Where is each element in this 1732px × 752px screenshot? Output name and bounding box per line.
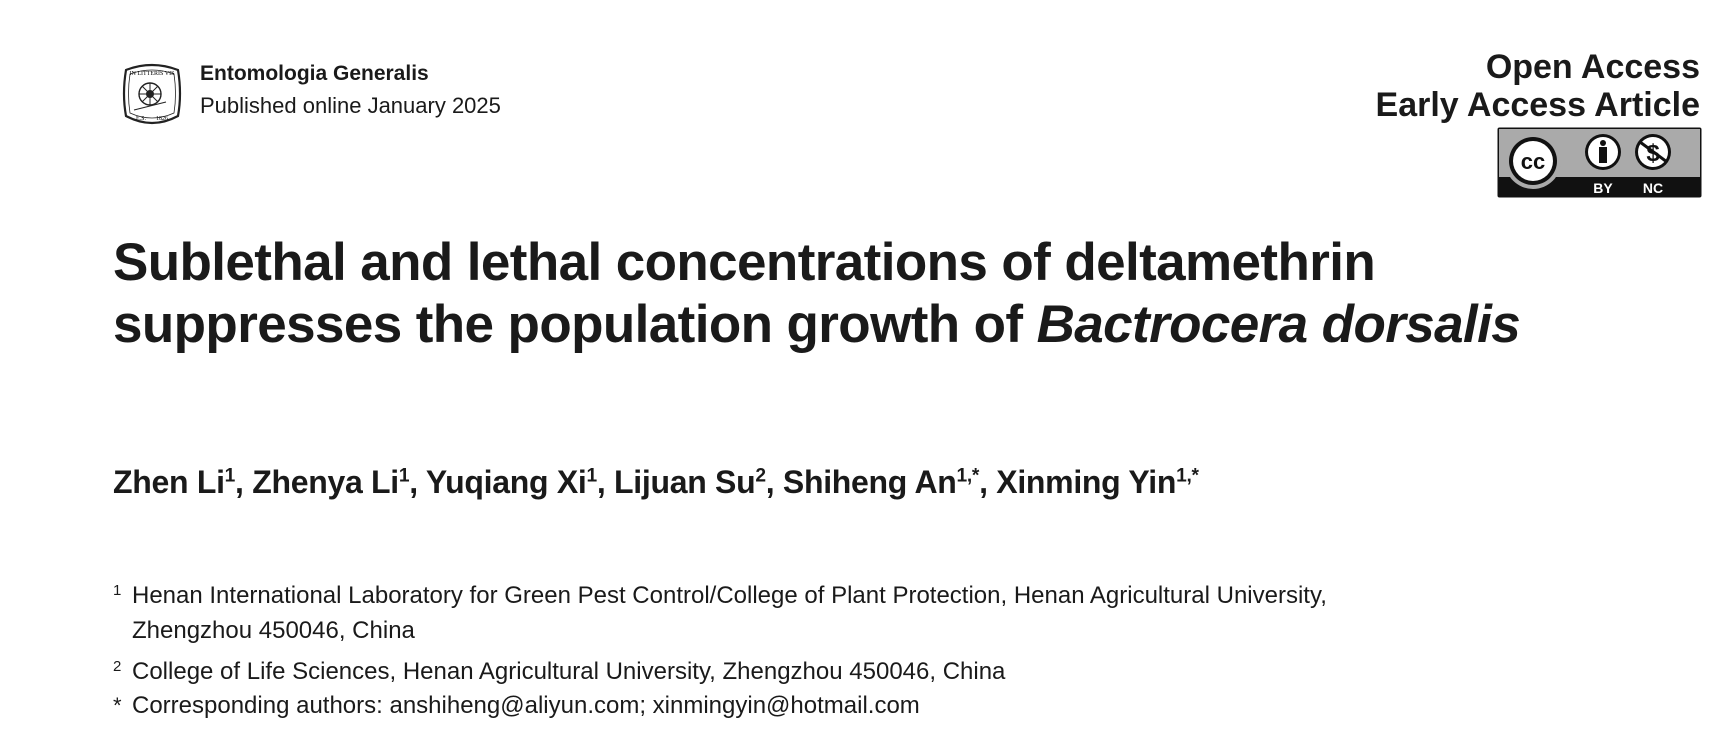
early-access-label: Early Access Article [1375,86,1700,124]
author-name: Shiheng An [782,464,957,500]
author-separator: , [765,464,783,500]
by-label: BY [1593,180,1613,196]
affiliation-mark: 2 [113,658,122,675]
author-list: Zhen Li1, Zhenya Li1, Yuqiang Xi1, Lijua… [113,462,1199,502]
affiliation-1: 1 Henan International Laboratory for Gree… [113,576,1327,651]
logo-text: E.S. [136,116,147,122]
author-separator: , [979,464,997,500]
author-affiliation-mark: 1 [586,465,597,487]
article-title: Sublethal and lethal concentrations of d… [113,232,1521,356]
affiliation-mark: 1 [113,582,122,599]
affiliation-mark: * [113,693,122,718]
title-line-1: Sublethal and lethal concentrations of d… [113,233,1376,292]
corresponding-text: Corresponding authors: anshiheng@aliyun.… [132,692,920,719]
author-affiliation-mark: 1,* [956,465,980,487]
nc-label: NC [1643,180,1663,196]
cc-text: cc [1521,149,1545,174]
cc-by-nc-icon: cc $ BY NC [1497,127,1702,198]
author-name: Xinming Yin [996,464,1177,500]
journal-name: Entomologia Generalis [200,62,429,85]
logo-text: 1826 [156,116,168,122]
affiliation-text: College of Life Sciences, Henan Agricult… [132,658,1006,685]
author-name: Zhenya Li [252,464,399,500]
author-affiliation-mark: 2 [755,465,766,487]
author-affiliation-mark: 1 [398,465,410,487]
journal-logo-seal: IN LITTERIS VIS E.S. 1826 [122,63,182,125]
open-access-label: Open Access [1485,48,1700,86]
corresponding-authors: * Corresponding authors: anshiheng@aliyun… [113,691,920,721]
species-name: Bactrocera dorsalis [1036,295,1521,354]
affiliation-text: Henan International Laboratory for Green… [132,582,1327,609]
author-name: Lijuan Su [614,464,756,500]
author-separator: , [409,464,426,500]
author-separator: , [596,464,615,500]
title-line-2: suppresses the population growth of [113,295,1037,354]
author-name: Zhen Li [113,464,225,500]
author-affiliation-mark: 1 [224,465,236,487]
author-separator: , [235,464,253,500]
logo-text: IN LITTERIS VIS [130,71,175,77]
author-affiliation-mark: 1,* [1176,465,1199,487]
publication-date: Published online January 2025 [200,93,501,118]
author-name: Yuqiang Xi [425,464,587,500]
affiliation-2: 2 College of Life Sciences, Henan Agricul… [113,652,1005,687]
affiliation-text: Zhengzhou 450046, China [132,617,415,644]
access-status: Open Access Early Access Article [1376,48,1700,124]
